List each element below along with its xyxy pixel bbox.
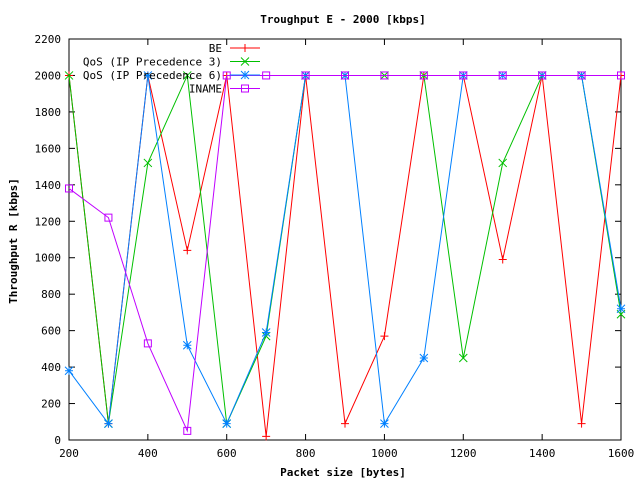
- series-line: [68, 74, 622, 426]
- data-point: [183, 426, 192, 435]
- y-tick-label: 1400: [35, 179, 62, 192]
- y-tick-label: 1000: [35, 252, 62, 265]
- series-0: [65, 71, 625, 441]
- data-point: [459, 71, 468, 80]
- data-point: [341, 71, 349, 80]
- x-tick-label: 1000: [371, 447, 398, 460]
- y-axis-label: Throughput R [kbps]: [7, 178, 20, 304]
- x-tick-label: 800: [296, 447, 316, 460]
- y-tick-label: 1200: [35, 215, 62, 228]
- data-point: [64, 366, 74, 376]
- data-point: [143, 158, 153, 168]
- y-tick-label: 2200: [35, 33, 62, 46]
- x-tick-label: 400: [138, 447, 158, 460]
- x-tick-label: 200: [59, 447, 79, 460]
- x-tick-label: 600: [217, 447, 237, 460]
- x-tick-label: 1200: [450, 447, 477, 460]
- data-point: [143, 71, 153, 80]
- y-tick-label: 1600: [35, 142, 62, 155]
- data-point: [419, 353, 429, 363]
- data-point: [262, 432, 271, 441]
- data-point: [498, 71, 507, 80]
- x-tick-label: 1600: [608, 447, 635, 460]
- series-3: [65, 71, 625, 435]
- data-point: [65, 184, 73, 193]
- plot-border: [68, 38, 622, 441]
- series-line: [68, 74, 622, 437]
- y-tick-label: 400: [41, 361, 61, 374]
- data-point: [419, 71, 428, 80]
- data-point: [577, 419, 586, 428]
- data-point: [538, 71, 547, 80]
- data-point: [458, 353, 468, 363]
- legend-label: INAME: [189, 83, 222, 96]
- legend-label: QoS (IP Precedence 6): [83, 69, 222, 82]
- data-point: [104, 419, 113, 428]
- x-tick-label: 1400: [529, 447, 556, 460]
- data-point: [262, 71, 271, 80]
- series-2: [64, 71, 626, 428]
- data-point: [617, 71, 625, 80]
- data-point: [380, 71, 389, 80]
- axis-ticks: 0200400600800100012001400160018002000220…: [35, 33, 635, 460]
- y-tick-label: 200: [41, 398, 61, 411]
- data-point: [183, 246, 192, 255]
- data-point: [301, 71, 310, 80]
- data-point: [182, 71, 192, 80]
- chart-title: Troughput E - 2000 [kbps]: [260, 13, 426, 26]
- legend-label: QoS (IP Precedence 3): [83, 56, 222, 69]
- data-point: [143, 339, 152, 348]
- data-point: [380, 419, 389, 428]
- y-tick-label: 800: [41, 288, 61, 301]
- data-point: [182, 340, 192, 350]
- data-point: [498, 255, 507, 264]
- data-point: [341, 419, 349, 428]
- data-point: [104, 213, 113, 222]
- series-1: [64, 71, 626, 428]
- plot-frame: [68, 38, 622, 441]
- x-axis-label: Packet size [bytes]: [280, 466, 406, 479]
- legend-marker: [240, 57, 250, 66]
- series-layer: [64, 71, 626, 441]
- legend-marker: [241, 84, 249, 93]
- data-point: [222, 419, 232, 428]
- data-point: [498, 158, 508, 168]
- legend-marker: [240, 70, 250, 80]
- legend-label: BE: [209, 42, 222, 55]
- series-line: [68, 73, 622, 426]
- data-point: [616, 304, 626, 314]
- y-tick-label: 2000: [35, 69, 62, 82]
- data-point: [64, 71, 74, 80]
- data-point: [380, 332, 389, 341]
- series-line: [68, 74, 621, 433]
- data-point: [261, 328, 271, 337]
- legend-marker: [241, 44, 249, 52]
- data-point: [577, 71, 586, 80]
- y-tick-label: 600: [41, 325, 61, 338]
- y-tick-label: 0: [54, 434, 61, 447]
- y-tick-label: 1800: [35, 106, 62, 119]
